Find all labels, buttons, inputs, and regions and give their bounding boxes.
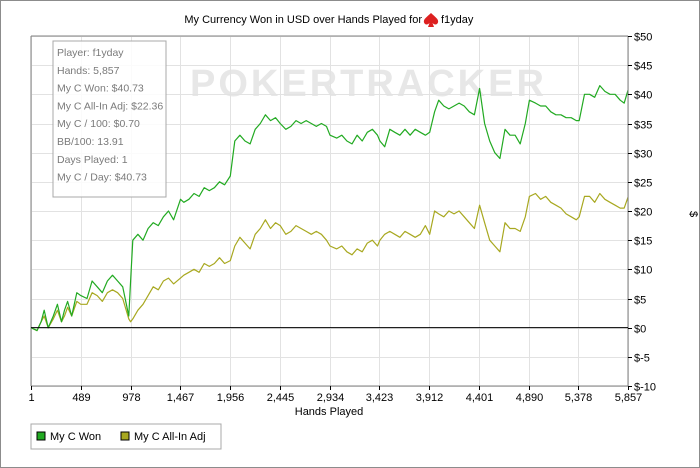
y-tick-label: $10	[634, 265, 652, 277]
title-text: My Currency Won in USD over Hands Played…	[184, 14, 422, 26]
y-tick-label: $35	[634, 120, 652, 132]
stats-line: Player: f1yday	[57, 47, 124, 59]
x-tick-label: 1,467	[167, 392, 195, 404]
spade-icon	[423, 13, 439, 27]
y-tick-label: $0	[634, 324, 646, 336]
x-axis-label: Hands Played	[295, 406, 364, 418]
stats-line: BB/100: 13.91	[57, 136, 124, 148]
watermark: POKERTRACKER	[190, 63, 547, 105]
legend-swatch-allin	[120, 431, 130, 441]
stats-line: Days Played: 1	[57, 154, 128, 166]
series-line-0	[30, 84, 629, 332]
x-axis: 1 489 978 1,467 1,956 2,445 2,934 3,423 3,912 4,4…	[28, 386, 642, 404]
y-tick-label: $25	[634, 178, 652, 190]
x-tick-label: 5,378	[565, 392, 593, 404]
x-tick-label: 5,857	[615, 392, 643, 404]
stats-box: Player: f1yday Hands: 5,857 My C Won: $40.…	[52, 40, 167, 198]
x-tick-label: 4,401	[466, 392, 494, 404]
x-tick-label: 489	[72, 392, 90, 404]
x-tick-label: 978	[122, 392, 140, 404]
x-tick-label: 3,912	[416, 392, 444, 404]
y-tick-label: $30	[634, 149, 652, 161]
stats-line: My C / Day: $40.73	[57, 172, 147, 184]
legend-label-allin: My C All-In Adj	[134, 431, 206, 443]
stats-line: My C / 100: $0.70	[57, 118, 140, 130]
series-line-1	[30, 192, 629, 332]
y-axis: $50 $45 $40 $35 $30 $25 $20 $15 $10 $5 $0 $-5 $-10	[628, 32, 656, 394]
series-layer	[30, 84, 629, 332]
y-tick-label: $-10	[634, 382, 656, 394]
stats-line: My C Won: $40.73	[57, 83, 144, 95]
x-tick-label: 1	[28, 392, 34, 404]
x-tick-label: 2,445	[267, 392, 295, 404]
x-tick-label: 2,934	[317, 392, 345, 404]
y-tick-label: $45	[634, 61, 652, 73]
y-tick-label: $20	[634, 207, 652, 219]
x-tick-label: 3,423	[366, 392, 394, 404]
chart-title: My Currency Won in USD over Hands Played…	[184, 13, 474, 27]
x-tick-label: 4,890	[516, 392, 544, 404]
legend: My C Won My C All-In Adj	[30, 423, 222, 450]
stats-line: Hands: 5,857	[57, 65, 120, 77]
legend-swatch-won	[36, 431, 46, 441]
y-axis-label: $	[687, 211, 699, 217]
stats-line: My C All-In Adj: $22.36	[57, 100, 163, 112]
y-tick-label: $50	[634, 32, 652, 44]
legend-label-won: My C Won	[50, 431, 101, 443]
player-name: f1yday	[441, 14, 474, 26]
x-tick-label: 1,956	[217, 392, 245, 404]
y-tick-label: $-5	[634, 353, 650, 365]
y-tick-label: $40	[634, 90, 652, 102]
y-tick-label: $5	[634, 295, 646, 307]
y-tick-label: $15	[634, 236, 652, 248]
